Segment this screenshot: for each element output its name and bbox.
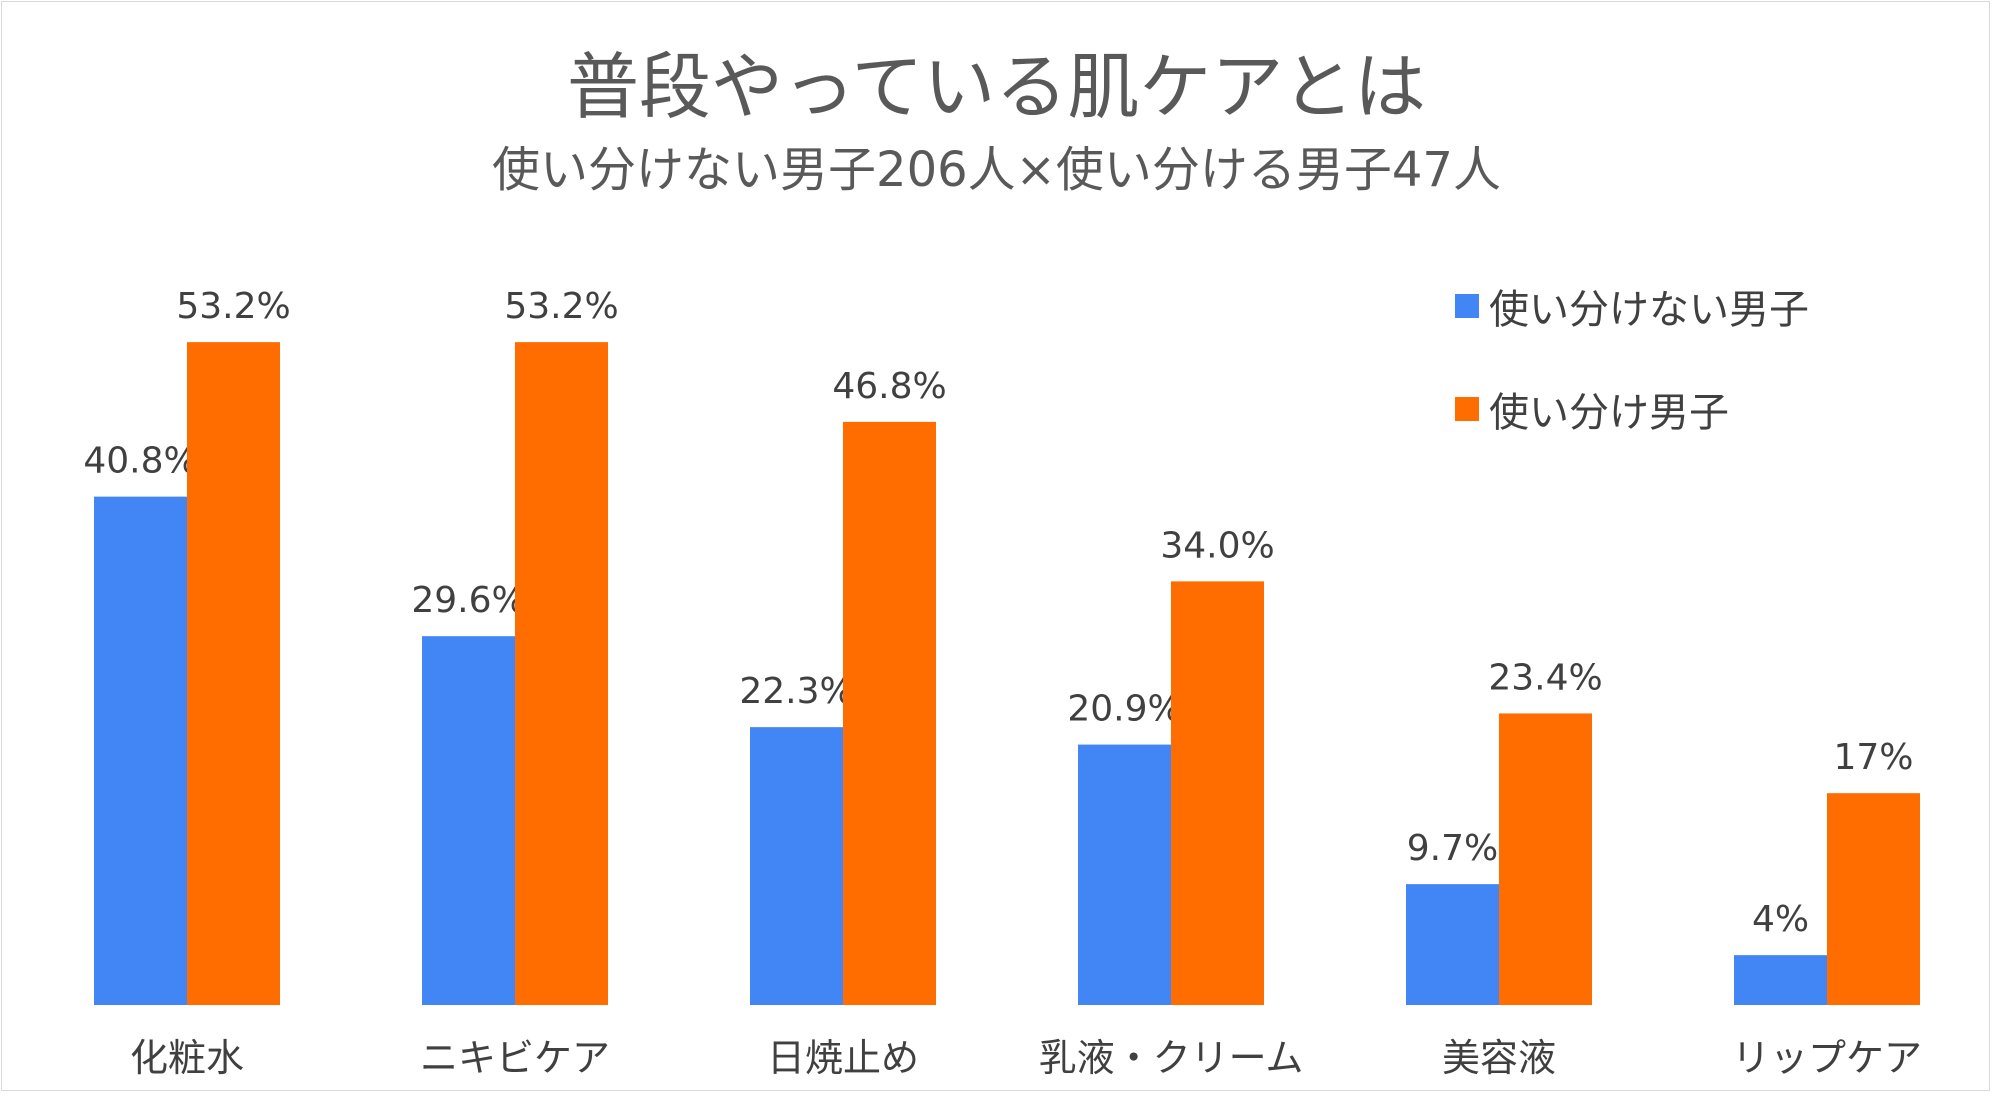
bar-series-2-2 bbox=[843, 421, 936, 1005]
bar-series-2-4 bbox=[1499, 713, 1592, 1005]
bar-series-1-3 bbox=[1078, 744, 1171, 1005]
data-label-series-1-2: 22.3% bbox=[739, 671, 853, 712]
legend-label-series-1: 使い分けない男子 bbox=[1489, 287, 1809, 333]
data-label-series-2-4: 23.4% bbox=[1488, 657, 1602, 698]
data-label-series-2-2: 46.8% bbox=[832, 366, 946, 407]
chart-subtitle: 使い分けない男子206人×使い分ける男子47人 bbox=[492, 142, 1501, 198]
x-tick-label-3: 乳液・クリーム bbox=[1039, 1036, 1304, 1080]
legend-label-series-2: 使い分け男子 bbox=[1489, 390, 1729, 436]
bar-series-1-2 bbox=[750, 727, 843, 1005]
bar-series-2-5 bbox=[1827, 793, 1920, 1005]
chart-title: 普段やっている肌ケアとは bbox=[567, 45, 1426, 129]
bar-series-2-0 bbox=[187, 342, 280, 1005]
data-label-series-2-0: 53.2% bbox=[176, 286, 290, 327]
bar-series-2-3 bbox=[1171, 581, 1264, 1005]
bar-series-2-1 bbox=[515, 342, 608, 1005]
bar-series-1-1 bbox=[422, 636, 515, 1005]
data-label-series-1-1: 29.6% bbox=[411, 580, 525, 621]
legend-swatch-series-1 bbox=[1455, 294, 1479, 318]
x-tick-label-2: 日焼止め bbox=[767, 1036, 919, 1080]
data-label-series-2-3: 34.0% bbox=[1160, 525, 1274, 566]
legend-item-series-2: 使い分け男子 bbox=[1455, 380, 1729, 438]
bar-series-1-4 bbox=[1406, 884, 1499, 1005]
legend-item-series-1: 使い分けない男子 bbox=[1455, 277, 1809, 335]
data-label-series-1-3: 20.9% bbox=[1067, 689, 1181, 730]
x-tick-label-0: 化粧水 bbox=[130, 1036, 244, 1080]
data-label-series-2-1: 53.2% bbox=[504, 286, 618, 327]
legend-swatch-series-2 bbox=[1455, 397, 1479, 421]
x-tick-label-1: ニキビケア bbox=[420, 1036, 610, 1080]
data-label-series-1-0: 40.8% bbox=[83, 441, 197, 482]
data-label-series-1-4: 9.7% bbox=[1407, 828, 1498, 869]
x-tick-label-5: リップケア bbox=[1732, 1036, 1922, 1080]
x-tick-label-4: 美容液 bbox=[1442, 1036, 1556, 1080]
bar-series-1-0 bbox=[94, 496, 187, 1005]
bar-series-1-5 bbox=[1734, 955, 1827, 1005]
data-label-series-2-5: 17% bbox=[1833, 737, 1913, 778]
data-label-series-1-5: 4% bbox=[1752, 899, 1809, 940]
